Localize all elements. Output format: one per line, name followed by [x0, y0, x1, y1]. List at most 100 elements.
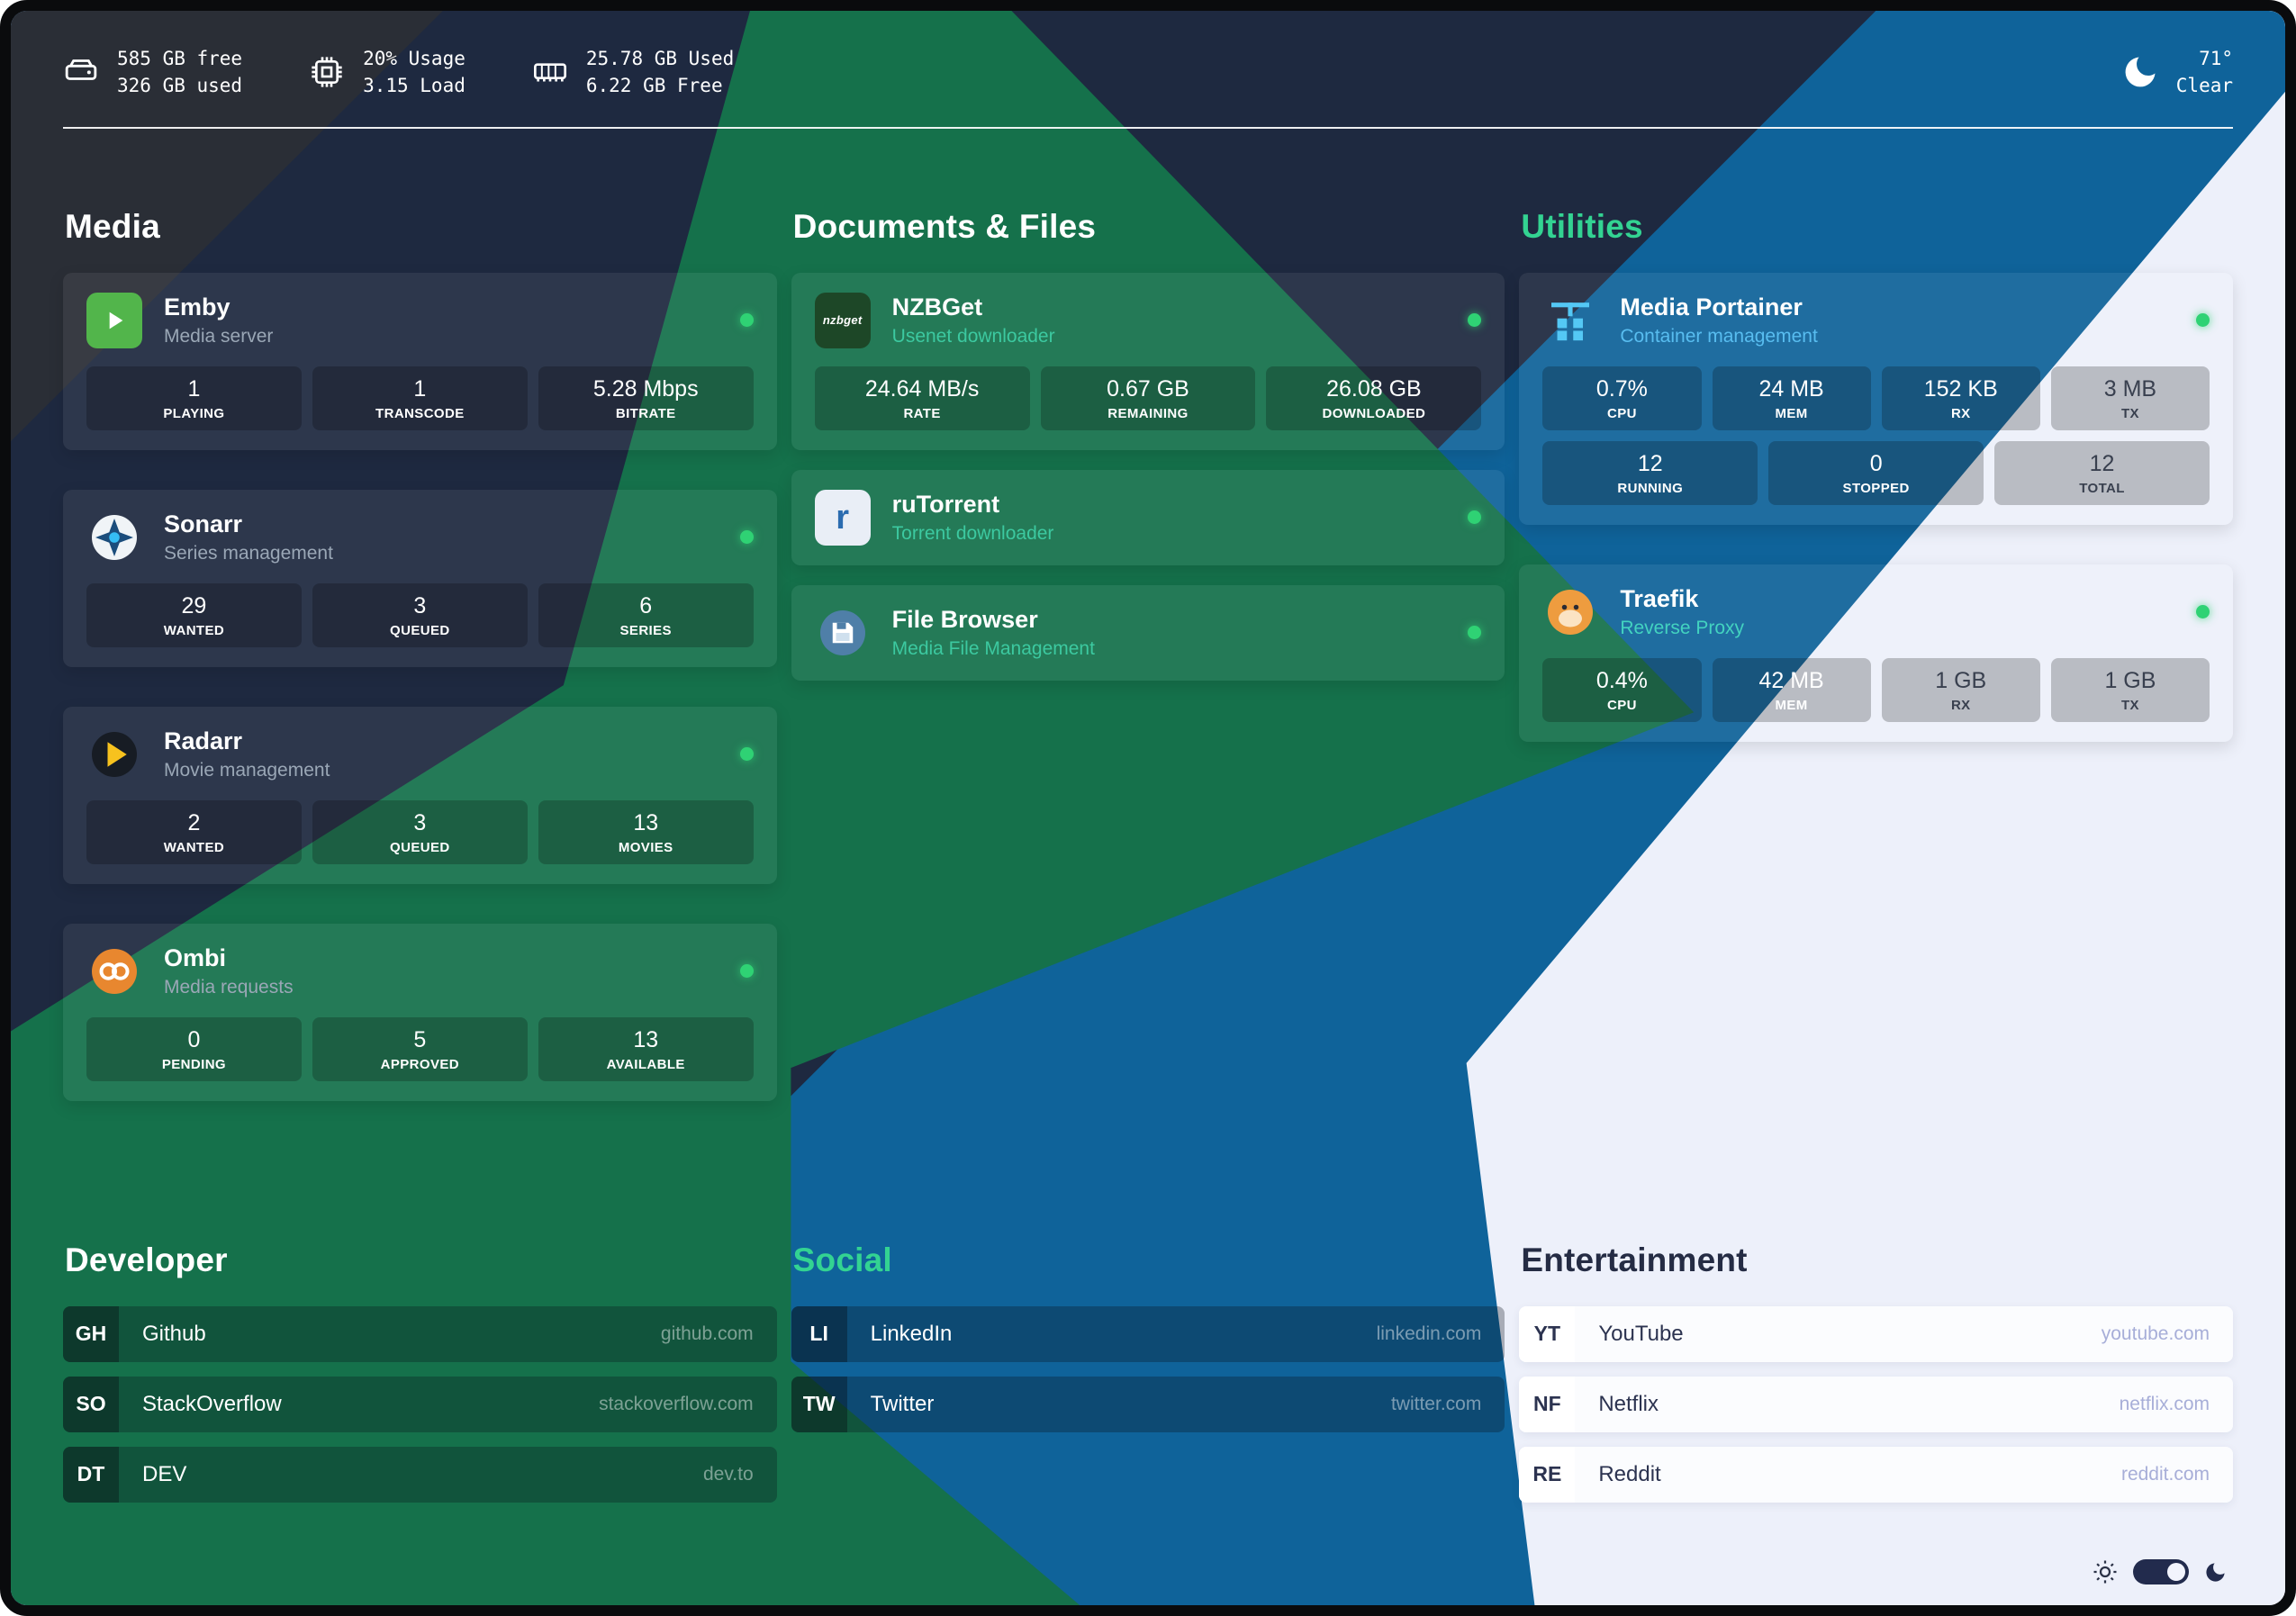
section-title-media: Media — [65, 207, 160, 245]
stat-label: QUEUED — [390, 839, 450, 855]
status-dot — [2196, 605, 2210, 619]
stat-box: 5.28 Mbps BITRATE — [538, 366, 754, 430]
stat-box: 3 MB TX — [2050, 366, 2210, 430]
stat-label: MEM — [1775, 697, 1808, 713]
service-name: NZBGet — [891, 293, 983, 320]
bookmark-name: Twitter — [870, 1391, 935, 1416]
section-title-documents: Documents & Files — [792, 207, 1097, 245]
stat-label: SERIES — [619, 622, 672, 638]
stat-value: 29 — [181, 592, 207, 618]
stat-value: 13 — [633, 809, 659, 835]
emby-icon — [86, 292, 142, 348]
section-title-social: Social — [792, 1241, 892, 1278]
service-subtitle: Media server — [164, 325, 274, 347]
theme-toggle-switch[interactable] — [2133, 1559, 2189, 1584]
status-dot — [739, 964, 754, 979]
stat-value: 42 MB — [1758, 667, 1824, 693]
service-subtitle: Media File Management — [891, 637, 1095, 659]
status-dot — [739, 313, 754, 328]
stat-box: 2 WANTED — [86, 799, 302, 864]
service-subtitle: Media requests — [164, 976, 294, 998]
service-name: Radarr — [164, 727, 243, 754]
stat-box: 12 RUNNING — [1542, 440, 1758, 505]
service-card-emby[interactable]: Emby Media server 1 PLAYING 1 TRANSCODE — [63, 272, 777, 450]
stat-label: PENDING — [161, 1056, 227, 1072]
bookmark-youtube[interactable]: YT YouTube youtube.com — [1519, 1305, 2233, 1362]
stat-label: STOPPED — [1842, 480, 1910, 496]
service-card-portainer[interactable]: Media Portainer Container management 0.7… — [1519, 272, 2233, 525]
service-name: Media Portainer — [1620, 293, 1803, 320]
status-dot — [739, 530, 754, 545]
status-dot — [1468, 313, 1482, 328]
stat-value: 13 — [633, 1026, 659, 1052]
bookmark-reddit[interactable]: RE Reddit reddit.com — [1519, 1446, 2233, 1503]
bookmark-github[interactable]: GH Github github.com — [63, 1305, 777, 1362]
stat-value: 3 — [413, 809, 427, 835]
portainer-icon — [1542, 293, 1598, 348]
bookmark-url: reddit.com — [2120, 1463, 2210, 1485]
stat-box: 1 GB RX — [1881, 657, 2040, 722]
bookmark-abbr: LI — [791, 1305, 847, 1362]
bookmark-name: YouTube — [1598, 1321, 1684, 1346]
bookmark-dev[interactable]: DT DEV dev.to — [63, 1446, 777, 1503]
cpu-usage: 20% Usage — [363, 48, 466, 69]
stat-label: MOVIES — [618, 839, 673, 855]
stat-value: 3 MB — [2103, 375, 2157, 402]
cpu-load: 3.15 Load — [363, 75, 466, 97]
stat-box: 24.64 MB/s RATE — [814, 366, 1030, 430]
stat-value: 24.64 MB/s — [864, 375, 980, 402]
nzbget-logo-text: nzbget — [822, 313, 863, 328]
sonarr-icon — [86, 510, 142, 565]
stat-box: 0.4% CPU — [1542, 657, 1702, 722]
stat-value: 0 — [187, 1026, 201, 1052]
status-dot — [1468, 626, 1482, 640]
stat-value: 1 GB — [2104, 667, 2156, 693]
service-card-sonarr[interactable]: Sonarr Series management 29 WANTED 3 QUE… — [63, 489, 777, 667]
bookmark-netflix[interactable]: NF Netflix netflix.com — [1519, 1376, 2233, 1432]
service-subtitle: Container management — [1620, 325, 1818, 347]
section-title-utilities: Utilities — [1521, 207, 1643, 245]
stat-label: RATE — [903, 405, 941, 421]
stat-label: TRANSCODE — [375, 405, 465, 421]
bookmark-abbr: RE — [1519, 1446, 1576, 1503]
service-card-filebrowser[interactable]: File Browser Media File Management — [791, 584, 1505, 681]
stat-label: WANTED — [163, 839, 225, 855]
stat-label: MEM — [1775, 405, 1808, 421]
service-card-radarr[interactable]: Radarr Movie management 2 WANTED 3 QUEUE… — [63, 706, 777, 884]
section-title-developer: Developer — [65, 1241, 228, 1278]
stat-value: 1 GB — [1935, 667, 1987, 693]
bookmark-stackoverflow[interactable]: SO StackOverflow stackoverflow.com — [63, 1376, 777, 1432]
service-card-ombi[interactable]: Ombi Media requests 0 PENDING 5 APPROVED — [63, 923, 777, 1101]
bookmark-linkedin[interactable]: LI LinkedIn linkedin.com — [791, 1305, 1505, 1362]
moon-weather-icon — [2125, 57, 2156, 87]
stat-label: QUEUED — [390, 622, 450, 638]
stat-box: 26.08 GB DOWNLOADED — [1266, 366, 1482, 430]
disk-free: 585 GB free — [117, 48, 243, 69]
stat-value: 0.4% — [1595, 667, 1648, 693]
stat-box: 3 QUEUED — [312, 799, 528, 864]
section-utilities: Utilities — [1519, 208, 2233, 781]
bookmark-name: LinkedIn — [870, 1321, 953, 1346]
stat-label: RX — [1950, 697, 1971, 713]
bookmark-twitter[interactable]: TW Twitter twitter.com — [791, 1376, 1505, 1432]
stat-value: 3 — [413, 592, 427, 618]
stat-box: 24 MB MEM — [1712, 366, 1871, 430]
stat-box: 1 TRANSCODE — [312, 366, 528, 430]
nzbget-icon: nzbget — [814, 292, 871, 348]
moon-icon — [2206, 1562, 2225, 1582]
service-card-traefik[interactable]: Traefik Reverse Proxy 0.4% CPU 42 MB MEM — [1519, 564, 2233, 742]
stat-value: 0 — [1869, 450, 1883, 476]
stat-label: AVAILABLE — [606, 1056, 685, 1072]
section-documents-files: Documents & Files nzbget NZBGet Usenet d… — [791, 208, 1505, 700]
service-name: File Browser — [891, 605, 1038, 633]
service-card-rutorrent[interactable]: r ruTorrent Torrent downloader — [791, 469, 1505, 565]
stat-value: 152 KB — [1923, 375, 1998, 402]
service-card-nzbget[interactable]: nzbget NZBGet Usenet downloader 24.64 MB… — [791, 272, 1505, 450]
stat-value: 6 — [639, 592, 653, 618]
stat-box: 6 SERIES — [538, 582, 754, 647]
stat-box: 3 QUEUED — [312, 582, 528, 647]
header-divider — [63, 126, 2233, 129]
stat-value: 1 — [187, 375, 201, 402]
theme-toggle-knob — [2167, 1563, 2185, 1581]
